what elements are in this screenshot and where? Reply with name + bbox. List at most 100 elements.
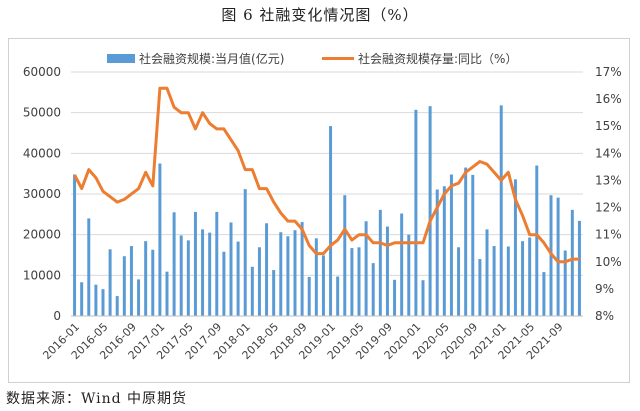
- bar: [506, 246, 510, 316]
- bar: [428, 106, 432, 316]
- bar: [364, 221, 368, 316]
- legend-line-label: 社会融资规模存量:同比（%）: [358, 51, 517, 66]
- bar: [87, 218, 91, 316]
- bar: [193, 211, 197, 316]
- bar: [563, 250, 567, 316]
- bar: [577, 220, 581, 316]
- bar: [236, 241, 240, 316]
- bar: [201, 229, 205, 316]
- bar: [229, 222, 233, 316]
- chart-frame: 0 10000 20000 30000 40000 50000 60000 8% 9% 10% 1…: [8, 38, 630, 383]
- bar: [350, 248, 354, 316]
- legend: 社会融资规模:当月值(亿元) 社会融资规模存量:同比（%）: [107, 51, 517, 66]
- bar: [449, 174, 453, 316]
- y-left-tick-label: 30000: [23, 187, 61, 201]
- bar: [186, 240, 190, 316]
- bar: [144, 241, 148, 316]
- y-right-tick-label: 17%: [595, 65, 622, 79]
- bar: [94, 284, 98, 316]
- bar: [542, 272, 546, 316]
- bar: [257, 247, 261, 316]
- bar: [492, 246, 496, 316]
- bar: [499, 105, 503, 316]
- y-left-tick-label: 40000: [23, 146, 61, 160]
- bar: [122, 256, 126, 316]
- bar: [393, 279, 397, 316]
- y-axis-right: 8% 9% 10% 11% 12% 13% 14% 15% 16% 17%: [595, 65, 622, 323]
- bar: [414, 109, 418, 316]
- bar: [528, 237, 532, 316]
- bar: [243, 189, 247, 316]
- bar: [513, 179, 517, 316]
- y-right-tick-label: 11%: [595, 228, 622, 242]
- bar: [521, 241, 525, 316]
- bar: [300, 222, 304, 316]
- grid-lines: [71, 71, 583, 317]
- bar: [464, 167, 468, 316]
- y-left-tick-label: 50000: [23, 106, 61, 120]
- bar: [129, 246, 133, 316]
- bar: [222, 251, 226, 316]
- y-left-tick-label: 60000: [23, 65, 61, 79]
- y-right-tick-label: 14%: [595, 146, 622, 160]
- line-path: [73, 86, 580, 264]
- bar: [80, 282, 84, 316]
- bar: [151, 249, 155, 316]
- y-right-tick-label: 16%: [595, 92, 622, 106]
- source-note: 数据来源：Wind 中原期货: [6, 391, 188, 407]
- bar: [421, 280, 425, 316]
- bar-series: [73, 105, 581, 316]
- bar: [137, 279, 141, 316]
- combo-chart: 0 10000 20000 30000 40000 50000 60000 8% 9% 10% 1…: [23, 51, 622, 362]
- bar: [265, 223, 269, 316]
- bar: [336, 276, 340, 316]
- x-axis: 2016-012016-052016-092017-012017-052017-…: [40, 315, 583, 362]
- bar: [485, 229, 489, 316]
- bar: [556, 197, 560, 316]
- bar: [321, 255, 325, 316]
- bar: [371, 263, 375, 316]
- bar: [314, 238, 318, 316]
- bar: [101, 289, 105, 316]
- bar: [250, 266, 254, 316]
- y-right-tick-label: 9%: [595, 282, 614, 296]
- bar: [179, 235, 183, 316]
- bar: [73, 174, 77, 316]
- bar: [385, 226, 389, 316]
- line-series: [73, 86, 580, 264]
- y-axis-left: 0 10000 20000 30000 40000 50000 60000: [23, 65, 61, 323]
- bar: [329, 126, 333, 316]
- y-right-tick-label: 8%: [595, 309, 614, 323]
- bar: [307, 276, 311, 316]
- bar: [215, 211, 219, 316]
- bar: [286, 236, 290, 316]
- bar: [457, 247, 461, 316]
- y-right-tick-label: 13%: [595, 173, 622, 187]
- bar: [108, 249, 112, 316]
- bar: [435, 189, 439, 316]
- bar: [293, 230, 297, 316]
- bar: [471, 174, 475, 316]
- bar: [442, 186, 446, 316]
- y-right-tick-label: 10%: [595, 255, 622, 269]
- bar: [407, 234, 411, 316]
- y-right-tick-label: 15%: [595, 119, 622, 133]
- bar: [158, 163, 162, 316]
- chart-title: 图 6 社融变化情况图（%）: [221, 6, 419, 24]
- y-right-tick-label: 12%: [595, 201, 622, 215]
- legend-bar-label: 社会融资规模:当月值(亿元): [139, 51, 284, 66]
- bar: [272, 270, 276, 316]
- legend-bar-swatch: [107, 54, 135, 63]
- bar: [208, 232, 212, 316]
- y-left-tick-label: 10000: [23, 268, 61, 282]
- bar: [400, 213, 404, 316]
- bar: [378, 209, 382, 316]
- bar: [165, 271, 169, 316]
- y-left-tick-label: 0: [53, 309, 61, 323]
- y-left-tick-label: 20000: [23, 228, 61, 242]
- bar: [115, 296, 119, 316]
- bar: [570, 209, 574, 316]
- bar: [279, 232, 283, 316]
- bar: [343, 195, 347, 316]
- bar: [172, 212, 176, 316]
